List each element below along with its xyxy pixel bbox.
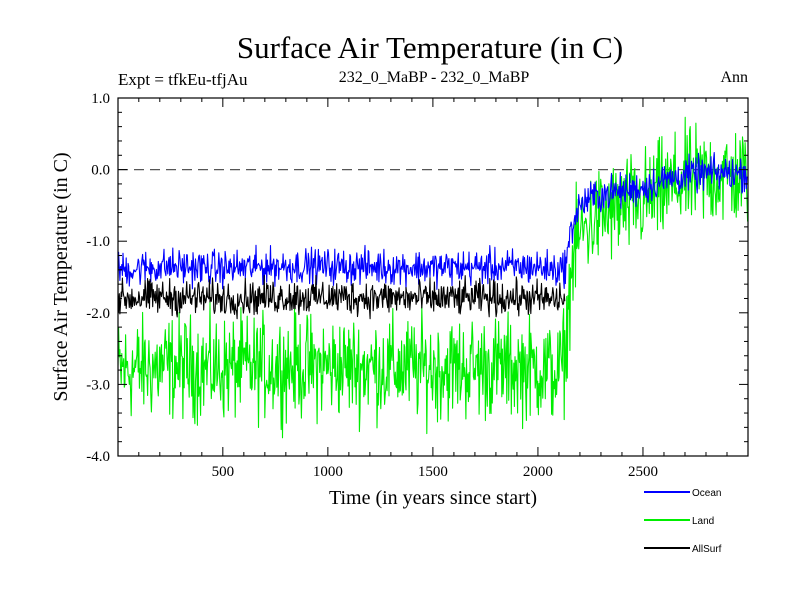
legend-label-land: Land [692,516,714,527]
x-axis-label: Time (in years since start) [329,487,537,509]
y-tick-label: -2.0 [86,306,110,322]
y-tick-label: -1.0 [86,234,110,250]
y-tick-label: -3.0 [86,377,110,393]
series-line-allsurf [118,274,566,320]
legend-label-ocean: Ocean [692,488,721,499]
plot-frame [117,97,749,457]
x-tick-label: 1500 [418,464,448,480]
y-tick-label: 0.0 [91,163,110,179]
x-tick-label: 2500 [628,464,658,480]
y-axis: -4.0 -3.0 -2.0 -1.0 0.0 1.0 [86,91,748,465]
y-tick-label: -4.0 [86,449,110,465]
x-axis: 500 1000 1500 2000 2500 [138,98,728,480]
chart-subtitle-center: 232_0_MaBP - 232_0_MaBP [339,69,530,86]
y-axis-label: Surface Air Temperature (in C) [50,152,72,401]
x-tick-label: 500 [212,464,235,480]
x-tick-label: 1000 [313,464,343,480]
series-layer [118,116,748,439]
series-line-ocean [118,151,748,290]
y-tick-label: 1.0 [91,91,110,107]
series-line-land [118,116,748,439]
chart-subtitle-left: Expt = tfkEu-tfjAu [118,70,248,89]
legend: Ocean Land AllSurf [644,488,722,555]
legend-label-allsurf: AllSurf [692,544,722,555]
chart-title: Surface Air Temperature (in C) [237,30,623,65]
chart-subtitle-right: Ann [720,69,748,86]
plot-area [117,97,749,457]
x-tick-label: 2000 [523,464,553,480]
